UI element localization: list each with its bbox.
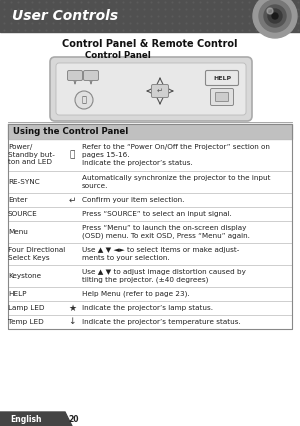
- Text: Indicate the projector’s temperature status.: Indicate the projector’s temperature sta…: [82, 319, 241, 325]
- Text: Use ▲ ▼ to adjust image distortion caused by
tilting the projector. (±40 degrees: Use ▲ ▼ to adjust image distortion cause…: [82, 269, 246, 283]
- FancyBboxPatch shape: [50, 57, 252, 121]
- Text: Temp LED: Temp LED: [8, 319, 44, 325]
- Text: ★: ★: [68, 303, 76, 313]
- Circle shape: [75, 91, 93, 109]
- Text: English: English: [10, 414, 41, 423]
- Text: Keystone: Keystone: [8, 273, 41, 279]
- Text: HELP: HELP: [8, 291, 26, 297]
- FancyBboxPatch shape: [215, 92, 229, 101]
- Text: User Controls: User Controls: [12, 9, 118, 23]
- Text: ↵: ↵: [68, 196, 76, 204]
- Text: ↵: ↵: [157, 88, 163, 94]
- Text: Using the Control Panel: Using the Control Panel: [13, 127, 128, 136]
- Circle shape: [264, 5, 286, 27]
- Bar: [8, 124, 292, 139]
- FancyBboxPatch shape: [83, 70, 98, 81]
- Text: Control Panel: Control Panel: [85, 52, 151, 60]
- FancyBboxPatch shape: [206, 70, 239, 86]
- Text: 20: 20: [68, 414, 79, 423]
- Circle shape: [272, 13, 278, 19]
- FancyBboxPatch shape: [68, 70, 82, 81]
- Text: Use ▲ ▼ ◄► to select items or make adjust-
ments to your selection.: Use ▲ ▼ ◄► to select items or make adjus…: [82, 247, 239, 261]
- Text: Press “Menu” to launch the on-screen display
(OSD) menu. To exit OSD, Press “Men: Press “Menu” to launch the on-screen dis…: [82, 225, 250, 239]
- Text: Help Menu (refer to page 23).: Help Menu (refer to page 23).: [82, 291, 190, 297]
- Circle shape: [267, 8, 273, 14]
- Circle shape: [259, 0, 291, 32]
- Text: RE-SYNC: RE-SYNC: [8, 179, 40, 185]
- Text: Confirm your item selection.: Confirm your item selection.: [82, 197, 184, 203]
- Text: HELP: HELP: [213, 75, 231, 81]
- Text: ⏻: ⏻: [69, 150, 75, 159]
- Text: Four Directional
Select Keys: Four Directional Select Keys: [8, 247, 65, 261]
- Text: ↓: ↓: [68, 317, 76, 326]
- Circle shape: [253, 0, 297, 38]
- Text: Control Panel & Remote Control: Control Panel & Remote Control: [62, 39, 238, 49]
- Text: Indicate the projector’s lamp status.: Indicate the projector’s lamp status.: [82, 305, 213, 311]
- FancyBboxPatch shape: [211, 89, 233, 106]
- FancyBboxPatch shape: [56, 63, 246, 115]
- Text: Refer to the “Power On/Off the Projector” section on
pages 15-16.
Indicate the p: Refer to the “Power On/Off the Projector…: [82, 144, 270, 165]
- Text: Power/
Standby but-
ton and LED: Power/ Standby but- ton and LED: [8, 144, 55, 165]
- Bar: [0, 0, 300, 32]
- Text: Automatically synchronize the projector to the input
source.: Automatically synchronize the projector …: [82, 175, 271, 189]
- Text: SOURCE: SOURCE: [8, 211, 38, 217]
- Text: Press “SOURCE” to select an input signal.: Press “SOURCE” to select an input signal…: [82, 211, 232, 217]
- Text: Menu: Menu: [8, 229, 28, 235]
- Circle shape: [268, 9, 282, 23]
- Text: Enter: Enter: [8, 197, 28, 203]
- Polygon shape: [0, 412, 72, 426]
- Text: Lamp LED: Lamp LED: [8, 305, 44, 311]
- Text: ⏻: ⏻: [82, 95, 86, 104]
- FancyBboxPatch shape: [152, 84, 169, 98]
